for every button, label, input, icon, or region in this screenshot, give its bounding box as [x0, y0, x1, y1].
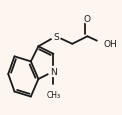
Text: OH: OH — [104, 40, 117, 49]
Text: CH₃: CH₃ — [46, 91, 61, 99]
Text: O: O — [84, 15, 91, 24]
Circle shape — [52, 33, 60, 41]
Circle shape — [97, 38, 110, 51]
Text: S: S — [53, 32, 59, 41]
Circle shape — [83, 15, 92, 24]
Text: N: N — [50, 67, 57, 76]
Circle shape — [48, 67, 58, 77]
Circle shape — [48, 86, 58, 95]
